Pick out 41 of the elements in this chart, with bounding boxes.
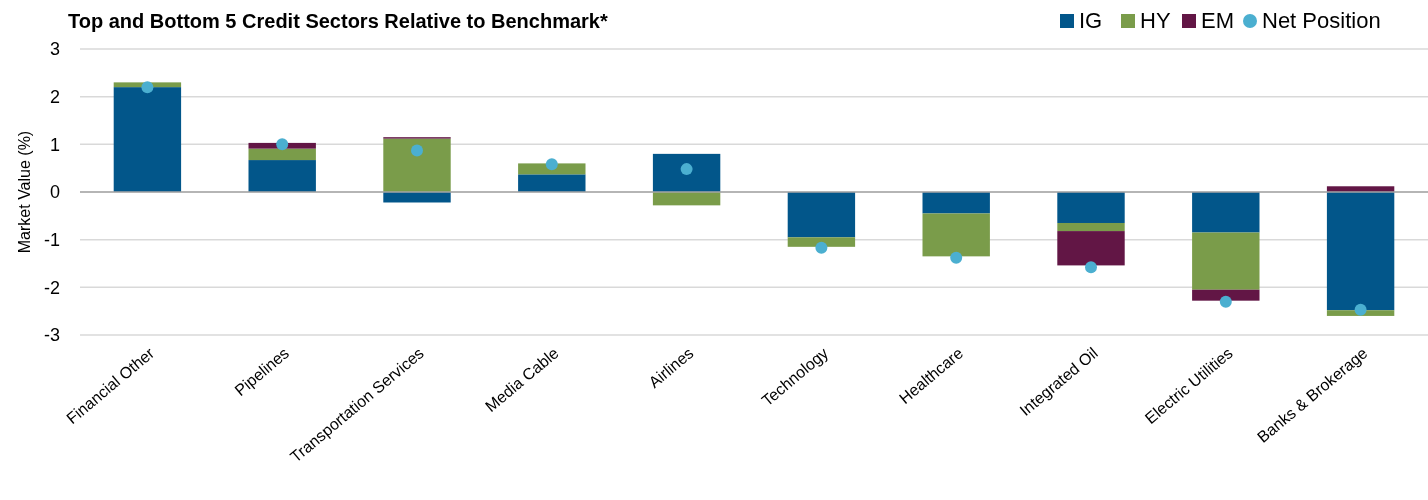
bar xyxy=(1057,231,1125,266)
legend-label: IG xyxy=(1079,8,1103,33)
y-tick-label: 2 xyxy=(49,86,60,107)
point xyxy=(950,251,963,264)
bar xyxy=(113,87,182,192)
bar xyxy=(1326,192,1395,311)
bar xyxy=(1057,192,1125,223)
legend-label: EM xyxy=(1201,8,1234,33)
bar xyxy=(248,160,316,192)
point xyxy=(1219,295,1232,308)
bar xyxy=(1192,192,1260,233)
bar xyxy=(248,148,316,161)
y-tick-label: 0 xyxy=(49,182,60,203)
point xyxy=(680,163,693,176)
bar xyxy=(383,138,451,192)
bar xyxy=(787,237,856,247)
bar xyxy=(1057,222,1125,232)
legend-label: HY xyxy=(1140,8,1171,33)
bar xyxy=(787,192,856,238)
point xyxy=(276,138,289,151)
y-axis-title: Market Value (%) xyxy=(16,130,33,254)
legend-label: Net Position xyxy=(1262,8,1381,33)
point xyxy=(411,144,423,157)
bar xyxy=(518,163,586,175)
point xyxy=(1354,303,1367,316)
bar xyxy=(1192,232,1260,290)
point xyxy=(815,241,828,254)
point xyxy=(1085,261,1097,274)
bar xyxy=(652,153,721,192)
bar xyxy=(922,213,990,257)
point xyxy=(545,158,558,171)
y-tick-label: 1 xyxy=(49,134,60,155)
chart-title: Top and Bottom 5 Credit Sectors Relative to Benchmark* xyxy=(68,10,608,32)
y-tick-label: -2 xyxy=(43,277,60,298)
point xyxy=(141,81,154,94)
y-tick-label: 3 xyxy=(49,39,60,60)
bar xyxy=(518,174,586,192)
y-tick-label: -3 xyxy=(43,325,60,346)
bar xyxy=(1192,289,1260,301)
bar xyxy=(922,192,990,214)
y-tick-label: -1 xyxy=(43,229,60,250)
